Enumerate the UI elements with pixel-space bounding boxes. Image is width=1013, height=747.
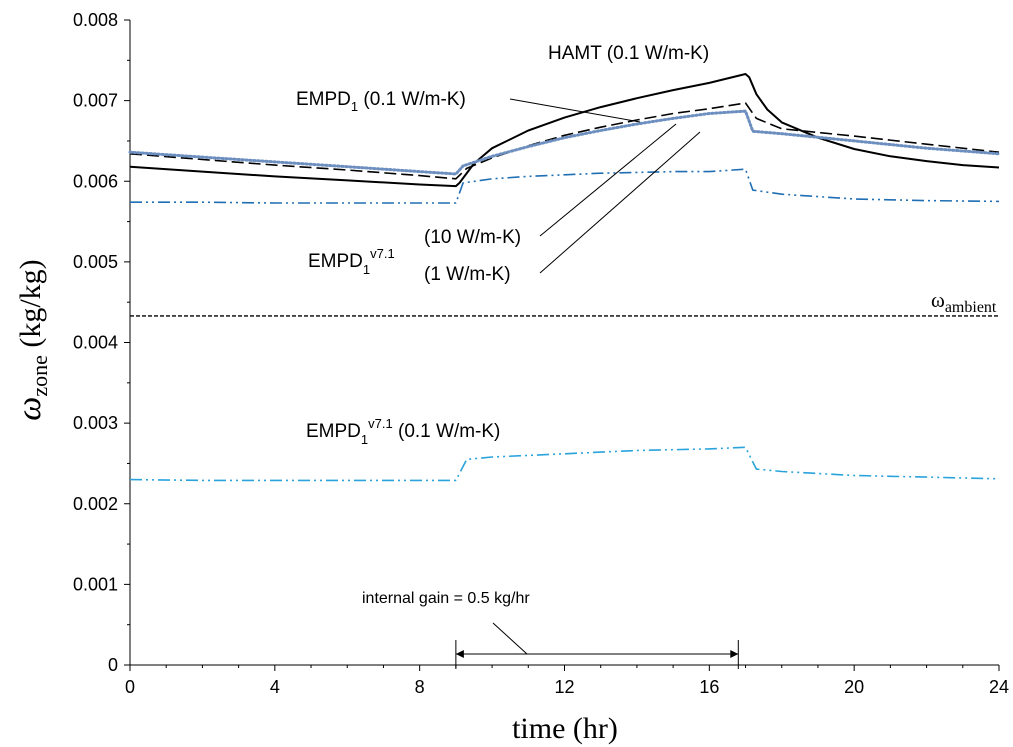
annotation-10wmk: (10 W/m-K) bbox=[424, 227, 521, 248]
y-tick-label: 0.001 bbox=[73, 574, 118, 594]
x-axis-title: time (hr) bbox=[512, 712, 618, 745]
annotation-empd-v71: EMPD1v7.1 bbox=[308, 246, 395, 277]
y-tick-label: 0.002 bbox=[73, 494, 118, 514]
x-tick-label: 24 bbox=[989, 677, 1009, 697]
series-line-4 bbox=[129, 446, 1000, 482]
leader-10wmk bbox=[539, 123, 677, 237]
y-tick-label: 0.007 bbox=[73, 91, 118, 111]
leader-gain bbox=[492, 622, 528, 655]
ambient-label: ωambient bbox=[931, 288, 997, 316]
gain-arrow-right bbox=[730, 650, 739, 658]
leader-empd1 bbox=[509, 98, 641, 123]
y-tick-label: 0.004 bbox=[73, 333, 118, 353]
x-tick-label: 20 bbox=[844, 677, 864, 697]
internal-gain-bracket bbox=[455, 640, 739, 669]
series-line-0 bbox=[129, 73, 1000, 188]
annotation-1wmk: (1 W/m-K) bbox=[424, 264, 511, 285]
y-tick-label: 0.005 bbox=[73, 252, 118, 272]
leader-1wmk bbox=[539, 131, 701, 274]
y-axis-title: ωzone (kg/kg) bbox=[11, 259, 52, 420]
annotation-internal-gain: internal gain = 0.5 kg/hr bbox=[362, 590, 530, 607]
series-layer bbox=[128, 73, 1001, 482]
series-line-3 bbox=[130, 168, 1000, 204]
annotation-hamt: HAMT (0.1 W/m-K) bbox=[548, 43, 709, 64]
x-tick-label: 0 bbox=[125, 677, 135, 697]
y-tick-label: 0.008 bbox=[73, 10, 118, 30]
x-tick-label: 12 bbox=[554, 677, 574, 697]
y-tick-label: 0 bbox=[108, 655, 118, 675]
y-tick-label: 0.006 bbox=[73, 171, 118, 191]
x-tick-label: 16 bbox=[699, 677, 719, 697]
x-tick-label: 4 bbox=[270, 677, 280, 697]
series-line-2 bbox=[128, 109, 1001, 176]
y-tick-label: 0.003 bbox=[73, 413, 118, 433]
gain-arrow-left bbox=[455, 650, 464, 658]
series-line-1 bbox=[129, 102, 1000, 180]
x-tick-label: 8 bbox=[415, 677, 425, 697]
annotation-empd1: EMPD1 (0.1 W/m-K) bbox=[296, 89, 466, 114]
axes: 0 0.001 0.002 0.003 0.004 0.005 0.006 0.007 0.00… bbox=[73, 10, 1009, 697]
annotation-empd-v71-low: EMPD1v7.1 (0.1 W/m-K) bbox=[306, 416, 500, 447]
